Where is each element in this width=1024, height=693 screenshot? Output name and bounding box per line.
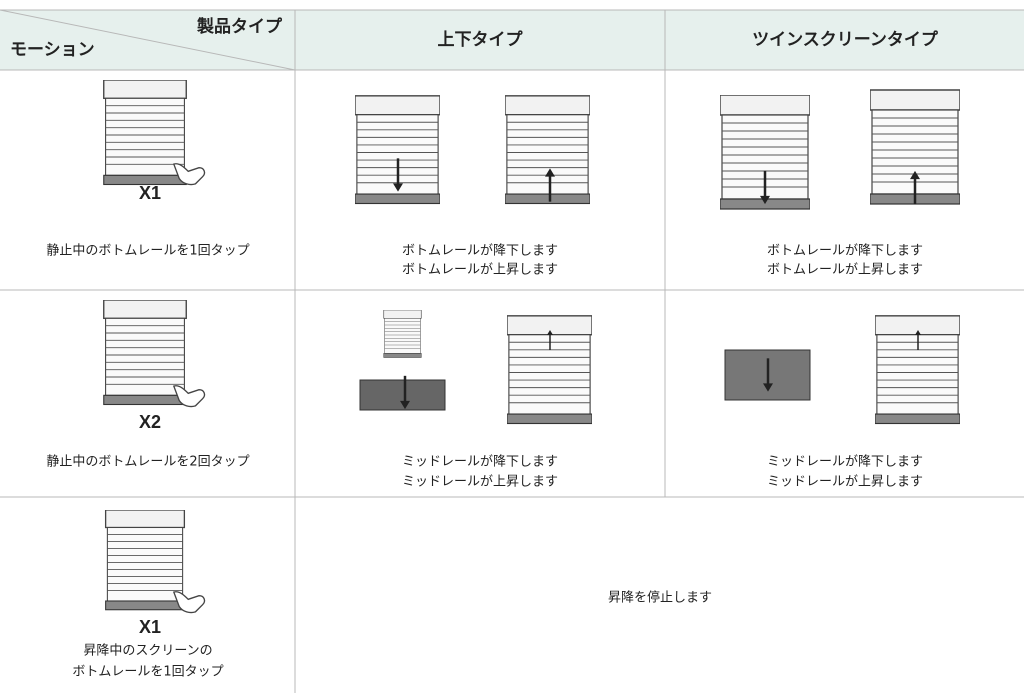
tap-label: X1 (139, 183, 161, 203)
result-text: ボトムレールが上昇します (402, 263, 558, 278)
motion-text: 静止中のボトムレールを2回タップ (46, 455, 249, 470)
column-header: ツインスクリーンタイプ (752, 29, 939, 50)
illustration (103, 80, 960, 210)
result-text: ミッドレールが上昇します (402, 475, 558, 490)
result-text: ミッドレールが降下します (402, 455, 558, 470)
header-bg (0, 10, 1024, 70)
motion-text: ボトムレールを1回タップ (72, 665, 223, 680)
column-header: 上下タイプ (438, 29, 524, 50)
tap-label: X2 (139, 412, 161, 432)
result-text: ミッドレールが降下します (767, 455, 923, 470)
motion-text: 静止中のボトムレールを1回タップ (46, 244, 249, 259)
result-text: ミッドレールが上昇します (767, 475, 923, 490)
illustration (103, 300, 960, 425)
result-text: ボトムレールが降下します (767, 244, 923, 259)
result-text: ボトムレールが降下します (402, 244, 558, 259)
header-motion: モーション (10, 40, 95, 60)
illustration (104, 510, 206, 614)
result-text: 昇降を停止します (608, 590, 712, 606)
result-text: ボトムレールが上昇します (767, 263, 923, 278)
motion-text: 昇降中のスクリーンの (83, 644, 212, 659)
table-grid (0, 9, 1024, 693)
header-product-type: 製品タイプ (196, 16, 283, 37)
tap-label: X1 (139, 617, 161, 637)
header-diagonal (0, 9, 296, 71)
